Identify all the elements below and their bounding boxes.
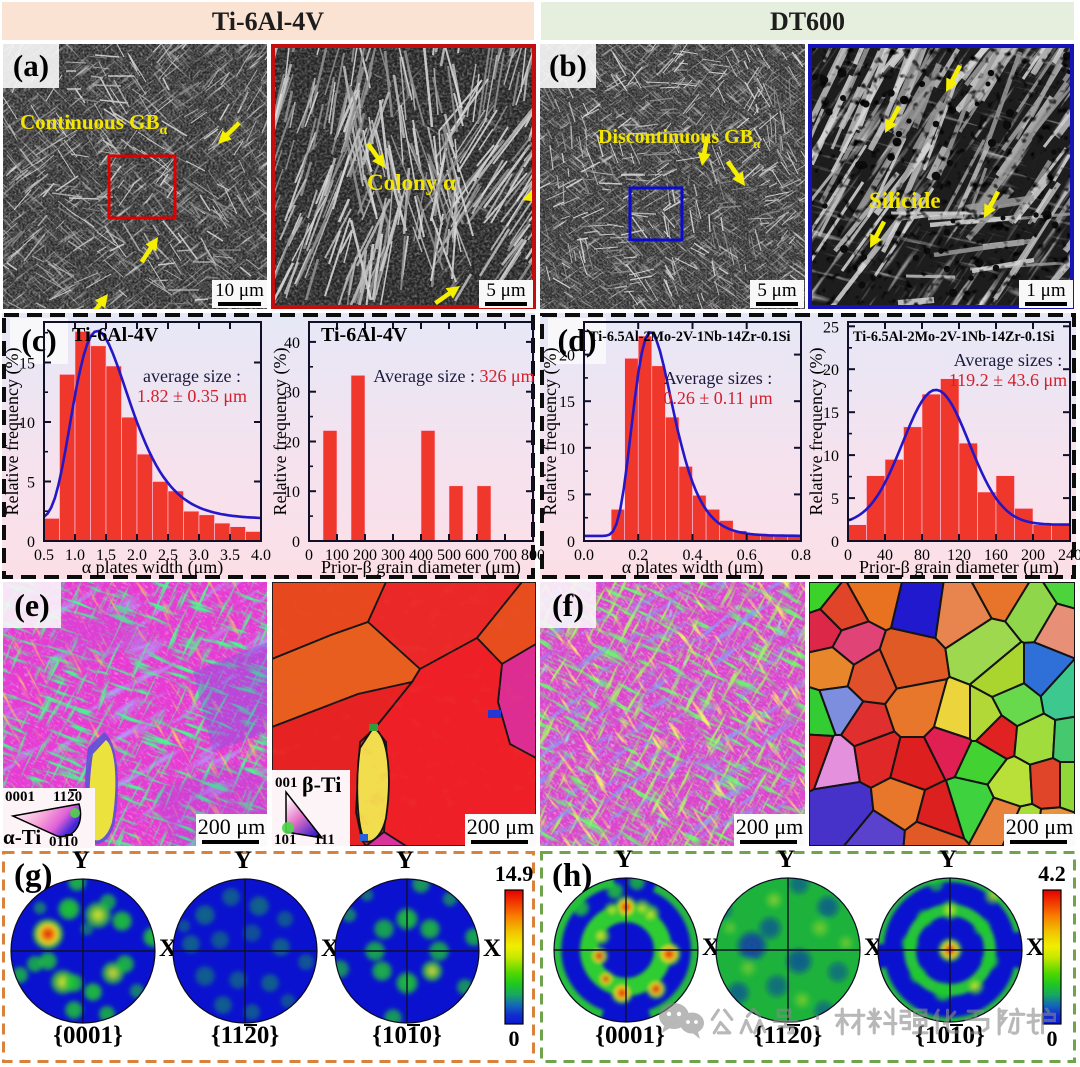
svg-text:β-Ti: β-Ti (302, 772, 341, 797)
svg-text:0: 0 (509, 1026, 520, 1051)
svg-text:15: 15 (19, 356, 35, 373)
svg-text:Prior-β grain diameter (μm): Prior-β grain diameter (μm) (321, 557, 521, 578)
svg-text:10: 10 (559, 441, 575, 458)
svg-text:Average sizes :: Average sizes : (954, 350, 1063, 370)
svg-text:4.0: 4.0 (251, 547, 271, 564)
svg-text:Average sizes :: Average sizes : (664, 368, 773, 388)
svg-text:0.2: 0.2 (628, 547, 648, 564)
svg-text:80: 80 (914, 547, 930, 564)
svg-text:5: 5 (831, 491, 839, 508)
svg-text:Prior-β grain diameter (μm): Prior-β grain diameter (μm) (859, 557, 1059, 578)
svg-text:240: 240 (1058, 547, 1080, 564)
svg-text:20: 20 (284, 435, 300, 452)
svg-text:119.2 ± 43.6 μm: 119.2 ± 43.6 μm (949, 370, 1067, 390)
svg-text:average size :: average size : (143, 366, 241, 386)
svg-text:700: 700 (493, 547, 517, 564)
svg-text:40: 40 (284, 335, 300, 352)
svg-text:0: 0 (567, 534, 575, 551)
svg-text:0.6: 0.6 (737, 547, 757, 564)
svg-text:4.2: 4.2 (1038, 862, 1066, 886)
svg-text:40: 40 (877, 547, 893, 564)
svg-text:001: 001 (275, 775, 298, 791)
svg-text:1.5: 1.5 (96, 547, 116, 564)
svg-text:0: 0 (27, 534, 35, 551)
svg-text:α plates width (μm): α plates width (μm) (622, 557, 764, 578)
svg-text:10: 10 (19, 415, 35, 432)
svg-text:1.0: 1.0 (65, 547, 85, 564)
svg-text:0: 0 (305, 547, 313, 564)
svg-text:0110: 0110 (49, 834, 78, 848)
svg-text:2.5: 2.5 (158, 547, 178, 564)
svg-text:160: 160 (984, 547, 1008, 564)
svg-text:25: 25 (823, 319, 839, 336)
svg-text:10: 10 (284, 484, 300, 501)
svg-text:400: 400 (409, 547, 433, 564)
svg-text:5: 5 (567, 487, 575, 504)
svg-text:20: 20 (559, 348, 575, 365)
svg-text:0: 0 (831, 534, 839, 551)
svg-text:0: 0 (844, 547, 852, 564)
svg-text:20: 20 (823, 362, 839, 379)
svg-text:Ti-6.5Al-2Mo-2V-1Nb-14Zr-0.1Si: Ti-6.5Al-2Mo-2V-1Nb-14Zr-0.1Si (589, 329, 791, 345)
svg-text:0.26 ± 0.11 μm: 0.26 ± 0.11 μm (663, 388, 772, 408)
svg-text:Relative frequency (%): Relative frequency (%) (272, 348, 291, 516)
svg-text:200: 200 (353, 547, 377, 564)
svg-text:Relative frequency (%): Relative frequency (%) (2, 348, 23, 516)
svg-text:101: 101 (274, 832, 297, 846)
svg-text:111: 111 (314, 832, 335, 846)
svg-text:800: 800 (521, 547, 544, 564)
svg-text:2.0: 2.0 (127, 547, 147, 564)
svg-text:α-Ti: α-Ti (3, 825, 41, 848)
svg-text:1120: 1120 (53, 789, 82, 805)
svg-text:600: 600 (465, 547, 489, 564)
svg-text:15: 15 (823, 405, 839, 422)
svg-text:1.82 ± 0.35 μm: 1.82 ± 0.35 μm (137, 386, 247, 406)
svg-text:15: 15 (559, 394, 575, 411)
svg-text:3.5: 3.5 (220, 547, 240, 564)
svg-text:3.0: 3.0 (189, 547, 209, 564)
svg-text:Relative frequency (%): Relative frequency (%) (808, 348, 827, 516)
svg-text:0.8: 0.8 (791, 547, 811, 564)
svg-text:Ti-6Al-4V: Ti-6Al-4V (72, 324, 159, 346)
svg-text:0: 0 (1047, 1026, 1058, 1051)
svg-text:Ti-6.5Al-2Mo-2V-1Nb-14Zr-0.1Si: Ti-6.5Al-2Mo-2V-1Nb-14Zr-0.1Si (853, 329, 1055, 345)
svg-text:120: 120 (947, 547, 971, 564)
svg-text:100: 100 (325, 547, 349, 564)
svg-text:300: 300 (381, 547, 405, 564)
svg-text:500: 500 (437, 547, 461, 564)
svg-text:0.5: 0.5 (34, 547, 54, 564)
svg-text:Relative frequency (%): Relative frequency (%) (540, 348, 561, 516)
svg-text:0: 0 (292, 534, 300, 551)
svg-text:α plates width (μm): α plates width (μm) (82, 557, 224, 578)
svg-text:14.9: 14.9 (495, 862, 534, 886)
svg-text:0001: 0001 (5, 789, 35, 805)
svg-text:200: 200 (1021, 547, 1045, 564)
svg-text:Average size : 326 μm: Average size : 326 μm (373, 366, 534, 386)
svg-text:5: 5 (27, 475, 35, 492)
svg-text:30: 30 (284, 385, 300, 402)
svg-text:0.0: 0.0 (574, 547, 594, 564)
svg-text:Ti-6Al-4V: Ti-6Al-4V (321, 324, 408, 346)
svg-text:0.4: 0.4 (683, 547, 703, 564)
svg-text:10: 10 (823, 448, 839, 465)
